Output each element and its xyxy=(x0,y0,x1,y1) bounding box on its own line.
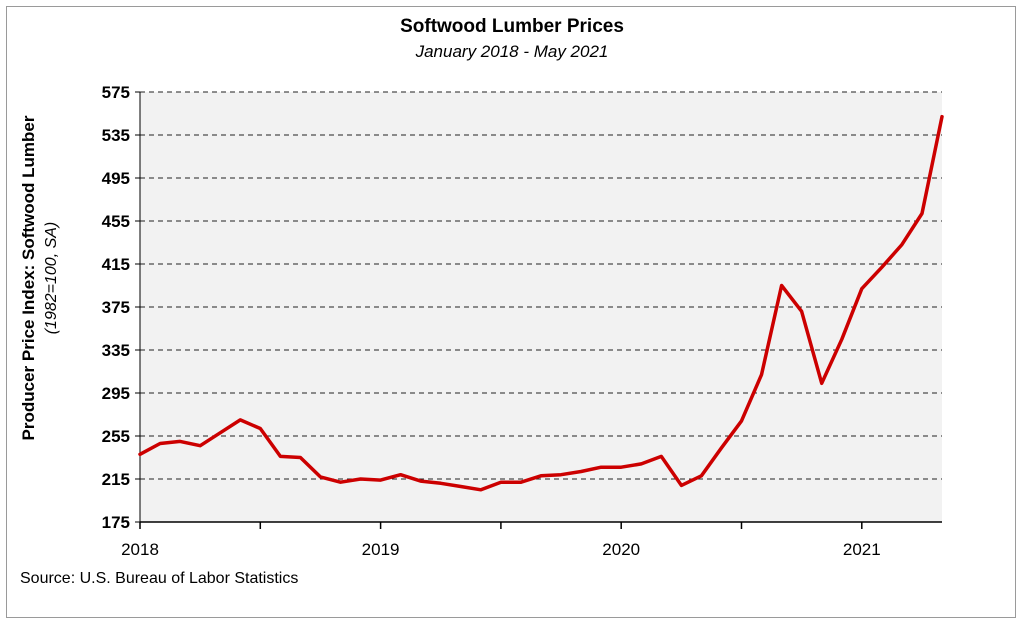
y-tick-label: 175 xyxy=(102,513,130,532)
y-tick-label: 255 xyxy=(102,427,130,446)
y-axis-ticks: 175 215 255 295 335 375 415 455 495 535 575 xyxy=(102,83,140,532)
source-note: Source: U.S. Bureau of Labor Statistics xyxy=(20,570,299,587)
y-tick-label: 535 xyxy=(102,126,130,145)
x-tick-label: 2020 xyxy=(602,540,640,559)
chart-subtitle: January 2018 - May 2021 xyxy=(415,42,609,61)
y-tick-label: 215 xyxy=(102,470,130,489)
y-tick-label: 335 xyxy=(102,341,130,360)
x-tick-label: 2021 xyxy=(843,540,881,559)
y-axis-label: Producer Price Index: Softwood Lumber xyxy=(19,115,38,440)
series-line xyxy=(138,114,944,492)
y-tick-label: 455 xyxy=(102,212,130,231)
chart-title: Softwood Lumber Prices xyxy=(400,16,624,37)
gridlines xyxy=(140,91,942,480)
x-tick-label: 2018 xyxy=(121,540,159,559)
x-tick-label: 2019 xyxy=(362,540,400,559)
y-axis-sublabel: (1982=100, SA) xyxy=(43,222,60,335)
y-tick-label: 375 xyxy=(102,298,130,317)
y-tick-label: 575 xyxy=(102,83,130,102)
y-tick-label: 295 xyxy=(102,384,130,403)
x-axis-ticks: 2018 2019 2020 2021 xyxy=(121,522,881,559)
y-tick-label: 495 xyxy=(102,169,130,188)
y-tick-label: 415 xyxy=(102,255,130,274)
